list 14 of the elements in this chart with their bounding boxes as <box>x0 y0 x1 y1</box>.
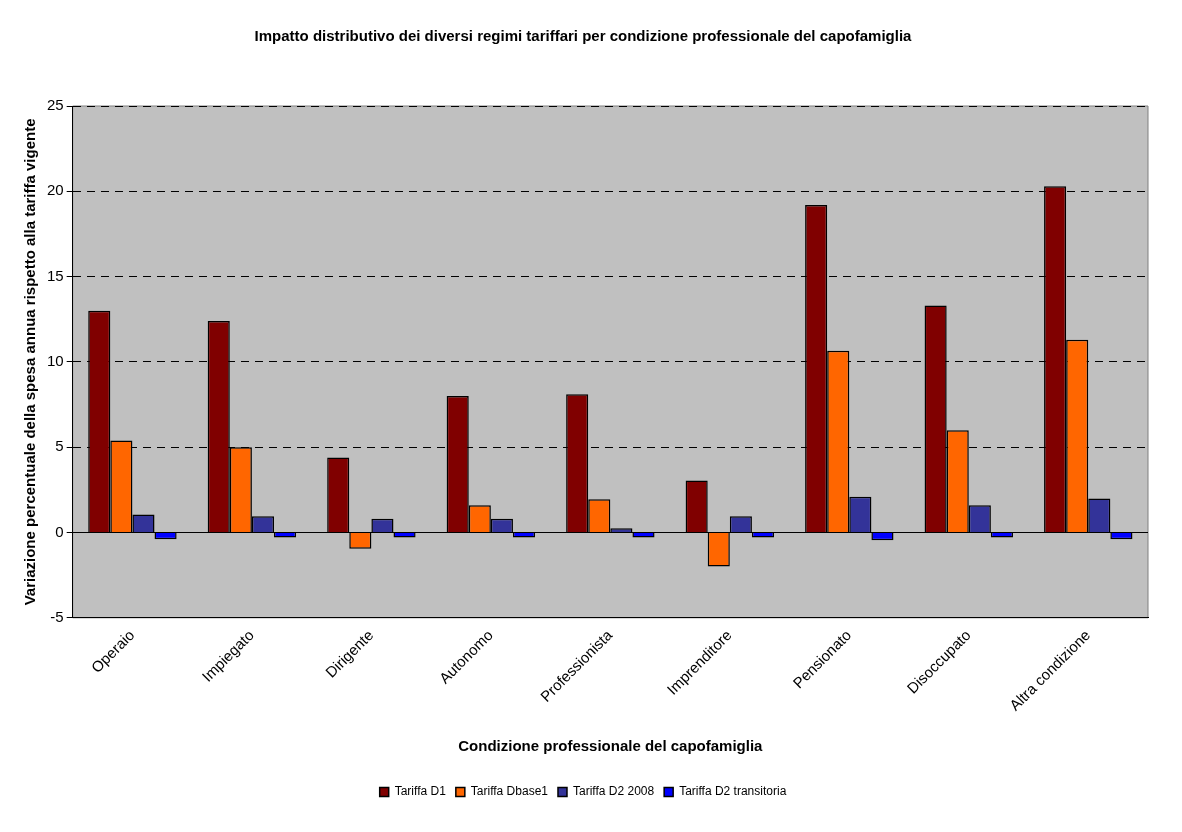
legend-label: Tariffa Dbase1 <box>470 784 549 799</box>
y-axis-title: Variazione percentuale della spesa annua rispetto alla tariffa vigente <box>21 118 39 606</box>
legend-label: Tariffa D2 transitoria <box>679 784 787 799</box>
y-tick-label: 5 <box>55 437 64 455</box>
y-tick-label: 20 <box>47 181 64 199</box>
chart-title: Impatto distributivo dei diversi regimi tariffari per condizione professionale del capofamiglia <box>254 27 913 45</box>
y-tick-label: -5 <box>50 607 64 625</box>
y-tick-label: 10 <box>47 352 64 370</box>
legend-label: Tariffa D1 <box>394 784 447 799</box>
y-tick-label: 15 <box>47 266 64 284</box>
x-axis-title: Condizione professionale del capofamiglia <box>458 737 764 755</box>
y-tick-label: 0 <box>55 522 64 540</box>
y-tick-label: 25 <box>47 96 64 114</box>
legend-label: Tariffa D2 2008 <box>572 784 655 799</box>
